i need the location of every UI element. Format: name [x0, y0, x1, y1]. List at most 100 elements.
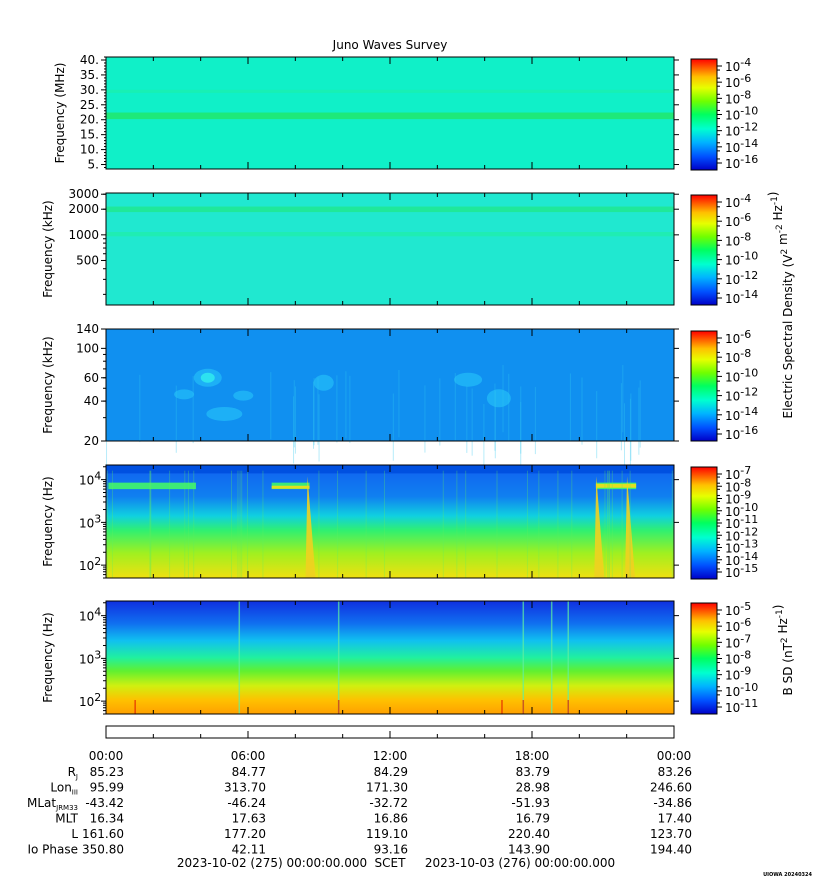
burst-line — [494, 391, 496, 459]
burst-line — [439, 378, 441, 446]
colorbar-tick-label: 10-10 — [725, 501, 758, 519]
scet-start: 2023-10-02 (275) 00:00:00.000 — [177, 856, 367, 870]
burst-line — [187, 470, 189, 578]
burst-line — [608, 470, 610, 578]
burst-line — [313, 381, 315, 449]
ephemeris-value: 220.40 — [508, 827, 550, 841]
burst-line — [569, 373, 571, 441]
emission-band — [106, 231, 674, 237]
burst-line — [293, 380, 295, 448]
burst-line — [150, 470, 152, 578]
emission-core — [595, 483, 637, 488]
ephemeris-label: L — [71, 827, 78, 841]
y-tick-label: 25. — [80, 98, 99, 112]
colorbar-tick-label: 10-12 — [725, 269, 758, 287]
burst-line — [483, 404, 485, 472]
ephemeris-value: 161.60 — [82, 827, 124, 841]
colorbar-tick-label: 10-14 — [725, 137, 758, 155]
burst-line — [349, 375, 351, 444]
burst-line — [465, 470, 467, 578]
colorbar-tick-label: 10-14 — [725, 405, 758, 423]
burst-line — [611, 470, 613, 578]
burst-line — [502, 365, 504, 433]
broadband-burst — [594, 476, 605, 578]
burst-line — [239, 470, 241, 578]
ephemeris-value: 95.99 — [90, 781, 124, 795]
burst-line — [550, 601, 553, 714]
time-tick-label: 00:00 — [657, 749, 692, 763]
ephemeris-value: 17.40 — [658, 812, 692, 826]
y-tick-label: 103 — [79, 648, 101, 666]
burst-line — [293, 396, 295, 464]
burst-line — [383, 470, 385, 578]
colorbar-scale — [690, 194, 718, 306]
ephemeris-value: 313.70 — [224, 781, 266, 795]
ephemeris-label: MLT — [55, 812, 78, 826]
burst-line — [630, 393, 632, 461]
colorbar-4: 10-710-810-910-1010-1110-1210-1310-1410-… — [690, 464, 758, 580]
burst-line — [471, 388, 473, 456]
electric-spectral-density-label: Electric Spectral Density (V2 m-2 Hz-1) — [766, 191, 795, 418]
ephemeris-value: 84.77 — [232, 765, 266, 779]
burst-line — [230, 470, 232, 578]
burst-line — [192, 375, 194, 444]
burst-line — [336, 375, 338, 443]
time-tick-label: 18:00 — [515, 749, 550, 763]
emission-band — [106, 206, 674, 213]
y-axis-label: Frequency (kHz) — [41, 200, 55, 297]
panels: 5.10.15.20.25.30.35.40. Frequency (MHz) 50… — [41, 53, 679, 715]
y-axis-label: Frequency (Hz) — [41, 476, 55, 567]
colorbar-tick-label: 10-13 — [725, 538, 758, 556]
ephemeris-label: RJ — [68, 765, 78, 781]
y-axis-label: Frequency (kHz) — [41, 336, 55, 433]
y-tick-label: 35. — [80, 68, 99, 82]
burst-line — [622, 365, 624, 433]
colorbar-tick-label: 10-7 — [725, 632, 751, 650]
ephemeris-value: -34.86 — [653, 796, 692, 810]
ephemeris-value: 350.80 — [82, 843, 124, 857]
y-tick-label: 20 — [84, 434, 99, 448]
burst-line — [567, 601, 569, 714]
ephemeris-label: MLatJRM33 — [27, 796, 78, 812]
burst-line — [106, 403, 108, 472]
colorbar-tick-label: 10-16 — [725, 153, 758, 171]
spectrogram-fill — [106, 465, 674, 578]
burst-line — [522, 700, 525, 714]
colorbar-tick-label: 10-7 — [725, 464, 751, 482]
burst-line — [496, 470, 498, 578]
time-tick-label: 00:00 — [89, 749, 124, 763]
burst-line — [557, 470, 559, 578]
burst-line — [454, 373, 456, 441]
burst-line — [337, 700, 340, 714]
burst-line — [345, 371, 347, 439]
b-sd-colorbar-label: B SD (nT2 Hz-1) — [771, 605, 795, 696]
y-tick-label: 15. — [80, 128, 99, 142]
colorbar-tick-label: 10-6 — [725, 211, 751, 229]
colorbar-tick-label: 10-9 — [725, 665, 751, 683]
ephemeris-label: LonIII — [50, 781, 78, 797]
emission-patch — [313, 374, 334, 391]
panel-4: 102 103 104 Frequency (Hz) — [41, 464, 679, 579]
burst-line — [639, 380, 641, 448]
burst-line — [169, 470, 171, 578]
burst-line — [442, 470, 444, 578]
burst-line — [581, 377, 583, 445]
y-tick-label: 102 — [79, 555, 101, 573]
burst-line — [624, 403, 626, 471]
burst-line — [501, 700, 503, 714]
colorbar-tick-label: 10-12 — [725, 121, 758, 139]
spectrogram-fill — [106, 329, 674, 441]
colorbar-tick-label: 10-6 — [725, 328, 751, 346]
time-tick-label: 12:00 — [373, 749, 408, 763]
ephemeris-value: 93.16 — [374, 843, 408, 857]
burst-line — [184, 470, 186, 578]
ephemeris-value: 171.30 — [366, 781, 408, 795]
scet-label: SCET — [375, 856, 407, 870]
ephemeris-value: 85.23 — [90, 765, 124, 779]
burst-line — [671, 470, 673, 578]
colorbar-tick-label: 10-11 — [725, 513, 758, 531]
burst-line — [424, 385, 426, 453]
colorbar-tick-label: 10-12 — [725, 525, 758, 543]
